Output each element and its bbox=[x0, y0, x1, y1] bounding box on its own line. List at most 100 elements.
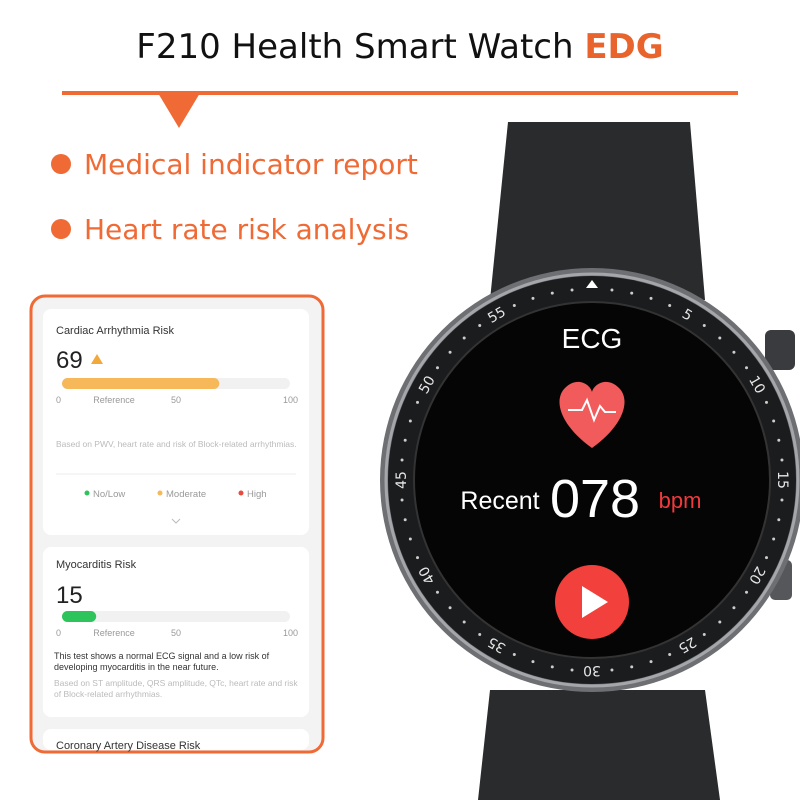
bezel-dot bbox=[550, 665, 554, 669]
bezel-dot bbox=[531, 296, 535, 300]
play-icon bbox=[582, 586, 608, 618]
bezel-dot bbox=[732, 350, 736, 354]
bezel-number: 55 bbox=[485, 304, 508, 327]
bezel-dot bbox=[550, 291, 554, 295]
chevron bbox=[171, 518, 181, 524]
bezel-dot bbox=[732, 606, 736, 610]
card-title: Myocarditis Risk bbox=[56, 559, 137, 571]
legend-dot bbox=[157, 490, 163, 496]
bezel-dot bbox=[462, 336, 466, 340]
crown bbox=[765, 330, 795, 370]
bezel-dot bbox=[649, 660, 653, 664]
scale-tick: 50 bbox=[171, 395, 181, 405]
bezel-dot bbox=[435, 590, 439, 594]
bezel-dot bbox=[478, 323, 482, 327]
note: Based on ST amplitude, QRS amplitude, QT… bbox=[54, 678, 298, 699]
bezel-number: 15 bbox=[774, 471, 790, 489]
bezel-number: 40 bbox=[416, 563, 439, 586]
bezel-dot bbox=[702, 633, 706, 637]
bezel-dot bbox=[400, 458, 404, 462]
report-card bbox=[43, 309, 309, 535]
bezel-dot bbox=[531, 660, 535, 664]
report-card bbox=[43, 729, 309, 750]
bezel-dot bbox=[408, 537, 412, 541]
screen bbox=[413, 301, 771, 659]
card-score: 15 bbox=[56, 582, 83, 609]
legend-label: Moderate bbox=[166, 489, 206, 500]
bezel-dot bbox=[777, 518, 781, 522]
scale-label: Reference bbox=[93, 628, 135, 638]
bullet: Medical indicator report bbox=[84, 148, 418, 181]
bezel-rim bbox=[384, 272, 800, 688]
bezel-number: 45 bbox=[394, 471, 410, 489]
title-main: F210 Health Smart Watch bbox=[136, 27, 573, 67]
bullet-dot bbox=[51, 219, 71, 239]
bezel-dot bbox=[780, 458, 784, 462]
bezel-dot bbox=[610, 668, 614, 672]
progress-fill bbox=[62, 611, 97, 622]
legend-dot bbox=[238, 490, 244, 496]
bezel-dot bbox=[416, 400, 420, 404]
bezel-dot bbox=[416, 556, 420, 560]
card-score: 69 bbox=[56, 347, 83, 374]
bpm-unit: bpm bbox=[659, 488, 702, 513]
divider-arrow bbox=[158, 93, 200, 128]
bezel-marker bbox=[586, 280, 598, 288]
report-cards: Cardiac Arrhythmia Risk 69 Based on PWV,… bbox=[54, 325, 298, 752]
bezel-dot bbox=[570, 288, 574, 292]
bpm-value: 078 bbox=[550, 469, 640, 529]
ecg-trace bbox=[568, 397, 616, 423]
title-accent: EDG bbox=[584, 27, 663, 67]
scale-label: Reference bbox=[93, 395, 135, 405]
bezel-dot bbox=[777, 438, 781, 442]
recent-label: Recent bbox=[460, 487, 539, 515]
card-text: This test shows a normal ECG signal and … bbox=[54, 651, 298, 699]
bezel-number: 10 bbox=[745, 373, 768, 396]
bezel-dot bbox=[462, 620, 466, 624]
bezel-dot bbox=[745, 590, 749, 594]
progress-fill bbox=[62, 378, 220, 389]
bezel-dot bbox=[718, 620, 722, 624]
strap-bottom bbox=[478, 690, 720, 800]
progress-track bbox=[62, 611, 290, 622]
bezel-dot bbox=[668, 304, 672, 308]
bezel-dot bbox=[448, 606, 452, 610]
bezel-dot bbox=[630, 291, 634, 295]
bezel-dot bbox=[702, 323, 706, 327]
scale-tick: 0 bbox=[56, 628, 61, 638]
bezel-dot bbox=[764, 400, 768, 404]
bezel-dot bbox=[630, 665, 634, 669]
bezel-number: 30 bbox=[583, 662, 601, 678]
legend-label: High bbox=[247, 489, 267, 500]
card-title: Coronary Artery Disease Risk bbox=[56, 740, 201, 752]
bezel-number: 25 bbox=[675, 633, 698, 656]
card-note: Based on PWV, heart rate and risk of Blo… bbox=[56, 439, 297, 449]
bezel-dot bbox=[403, 438, 407, 442]
warning-icon bbox=[91, 354, 103, 364]
scale-tick: 0 bbox=[56, 395, 61, 405]
bezel-dot bbox=[435, 366, 439, 370]
scale-tick: 50 bbox=[171, 628, 181, 638]
bezel-dot bbox=[448, 350, 452, 354]
screen-title: ECG bbox=[562, 323, 623, 354]
bezel-dot bbox=[570, 668, 574, 672]
bezel-dot bbox=[400, 498, 404, 502]
scale-tick: 100 bbox=[283, 395, 298, 405]
bezel-dot bbox=[408, 419, 412, 423]
legend-label: No/Low bbox=[93, 489, 125, 500]
bezel-number: 20 bbox=[745, 563, 768, 586]
bezel-dot bbox=[403, 518, 407, 522]
note-text: Based on PWV, heart rate and risk of Blo… bbox=[56, 439, 297, 449]
bullet: Heart rate risk analysis bbox=[84, 213, 409, 246]
bezel-dot bbox=[512, 304, 516, 308]
bullet-dot bbox=[51, 154, 71, 174]
bezel-dot bbox=[668, 652, 672, 656]
bezel-dot bbox=[772, 537, 776, 541]
report-card bbox=[43, 547, 309, 717]
summary: This test shows a normal ECG signal and … bbox=[54, 651, 270, 672]
bezel-dot bbox=[649, 296, 653, 300]
legend-dot bbox=[84, 490, 90, 496]
